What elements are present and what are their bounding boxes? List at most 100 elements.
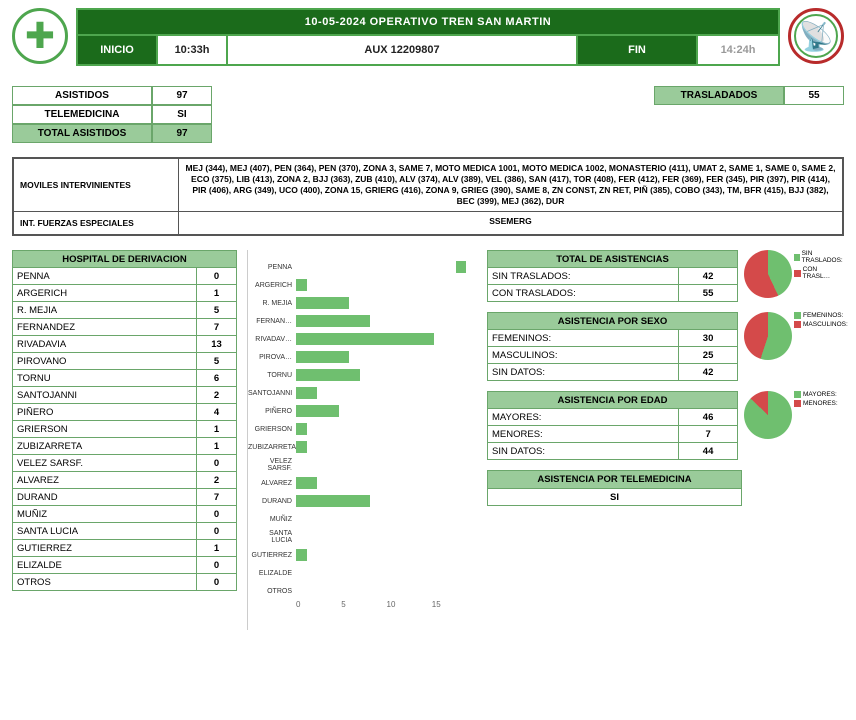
chart-label: DURAND	[248, 498, 296, 505]
header: ✚ 10-05-2024 OPERATIVO TREN SAN MARTIN I…	[12, 8, 844, 66]
table-row: SIN DATOS:42	[488, 364, 738, 381]
chart-label: ARGERICH	[248, 282, 296, 289]
stat-value: 55	[679, 285, 738, 302]
hospital-name: DURAND	[13, 489, 197, 506]
hospital-count: 7	[197, 319, 237, 336]
trasladados-value: 55	[784, 86, 844, 105]
stat-label: SIN TRASLADOS:	[488, 268, 679, 285]
main-grid: HOSPITAL DE DERIVACION PENNA0ARGERICH1R.…	[12, 250, 844, 630]
pie-legend: FEMENINOS: MASCULINOS:	[794, 312, 848, 328]
stat-label: MAYORES:	[488, 409, 679, 426]
pie-chart-icon	[744, 250, 792, 298]
hospital-count: 1	[197, 285, 237, 302]
total-asist-pie: SIN TRASLADOS: CON TRASL…	[744, 250, 844, 298]
legend-item: MASCULINOS:	[794, 321, 848, 328]
chart-bar	[296, 297, 349, 309]
hospital-count: 1	[197, 421, 237, 438]
summary-label: TOTAL ASISTIDOS	[12, 124, 152, 143]
pie-chart-icon	[744, 391, 792, 439]
hospital-count: 0	[197, 574, 237, 591]
table-row: ALVAREZ2	[13, 472, 237, 489]
chart-label: SANTOJANNI	[248, 390, 296, 397]
table-row: MAYORES:46	[488, 409, 738, 426]
hospital-name: SANTOJANNI	[13, 387, 197, 404]
stat-value: 7	[679, 426, 738, 443]
summary-left: ASISTIDOS97TELEMEDICINASITOTAL ASISTIDOS…	[12, 86, 212, 143]
stat-label: CON TRASLADOS:	[488, 285, 679, 302]
emergency-logo-icon: 📡	[788, 8, 844, 64]
hospital-name: ELIZALDE	[13, 557, 197, 574]
fuerzas-text: SSEMERG	[179, 212, 842, 234]
chart-row: PIROVA…	[248, 348, 477, 366]
chart-row: PENNA	[248, 258, 477, 276]
hospital-name: MUÑIZ	[13, 506, 197, 523]
chart-bar	[296, 369, 360, 381]
chart-label: GRIERSON	[248, 426, 296, 433]
summary-row: ASISTIDOS97TELEMEDICINASITOTAL ASISTIDOS…	[12, 86, 844, 143]
right-col: TOTAL DE ASISTENCIAS SIN TRASLADOS:42CON…	[487, 250, 844, 506]
summary-value: 97	[152, 86, 212, 105]
hospital-name: PENNA	[13, 268, 197, 285]
hospital-count: 5	[197, 302, 237, 319]
chart-row: ELIZALDE	[248, 564, 477, 582]
table-row: SIN DATOS:44	[488, 443, 738, 460]
chart-label: PIROVA…	[248, 354, 296, 361]
hospital-count: 7	[197, 489, 237, 506]
table-row: PENNA0	[13, 268, 237, 285]
hospital-title: HOSPITAL DE DERIVACION	[13, 251, 237, 268]
hospital-count: 13	[197, 336, 237, 353]
header-block: 10-05-2024 OPERATIVO TREN SAN MARTIN INI…	[76, 8, 780, 66]
stat-value: 25	[679, 347, 738, 364]
hospital-name: PIÑERO	[13, 404, 197, 421]
table-row: SIN TRASLADOS:42	[488, 268, 738, 285]
hospital-count: 0	[197, 268, 237, 285]
chart-row: ZUBIZARRETA	[248, 438, 477, 456]
table-row: SANTOJANNI2	[13, 387, 237, 404]
summary-label: TELEMEDICINA	[12, 105, 152, 124]
chart-bar	[296, 405, 339, 417]
hospital-chart: PENNAARGERICHR. MEJIAFERNAN…RIVADAV…PIRO…	[247, 250, 477, 630]
chart-row: TORNU	[248, 366, 477, 384]
chart-row: GRIERSON	[248, 420, 477, 438]
chart-row: OTROS	[248, 582, 477, 600]
stat-label: SIN DATOS:	[488, 364, 679, 381]
chart-label: VELEZ SARSF.	[248, 458, 296, 472]
hospital-count: 0	[197, 523, 237, 540]
table-row: MUÑIZ0	[13, 506, 237, 523]
chart-row: SANTA LUCIA	[248, 528, 477, 546]
chart-label: PIÑERO	[248, 408, 296, 415]
edad-pie: MAYORES:MENORES:	[744, 391, 844, 439]
chart-label: TORNU	[248, 372, 296, 379]
hospital-count: 1	[197, 438, 237, 455]
chart-bar	[296, 351, 349, 363]
edad-title: ASISTENCIA POR EDAD	[488, 392, 738, 409]
table-row: PIÑERO4	[13, 404, 237, 421]
chart-bar	[296, 333, 434, 345]
chart-label: R. MEJIA	[248, 300, 296, 307]
total-asist-title: TOTAL DE ASISTENCIAS	[488, 251, 738, 268]
chart-label: ALVAREZ	[248, 480, 296, 487]
chart-row: ARGERICH	[248, 276, 477, 294]
hospital-count: 2	[197, 472, 237, 489]
legend-item: CON TRASL…	[794, 266, 844, 280]
chart-label: RIVADAV…	[248, 336, 296, 343]
hospital-count: 4	[197, 404, 237, 421]
chart-label: MUÑIZ	[248, 516, 296, 523]
stat-value: 30	[679, 330, 738, 347]
stat-value: 46	[679, 409, 738, 426]
hospital-name: GUTIERREZ	[13, 540, 197, 557]
legend-item: SIN TRASLADOS:	[794, 250, 844, 264]
hospital-name: OTROS	[13, 574, 197, 591]
legend-item: MAYORES:	[794, 391, 838, 398]
table-row: CON TRASLADOS:55	[488, 285, 738, 302]
legend-item: FEMENINOS:	[794, 312, 848, 319]
moviles-block: MOVILES INTERVINIENTES MEJ (344), MEJ (4…	[12, 157, 844, 236]
trasladados-label: TRASLADADOS	[654, 86, 784, 105]
hospital-table-col: HOSPITAL DE DERIVACION PENNA0ARGERICH1R.…	[12, 250, 237, 591]
hospital-name: GRIERSON	[13, 421, 197, 438]
title-bar: 10-05-2024 OPERATIVO TREN SAN MARTIN	[78, 10, 778, 36]
sexo-block: ASISTENCIA POR SEXO FEMENINOS:30MASCULIN…	[487, 312, 844, 381]
fin-label: FIN	[578, 36, 698, 64]
hospital-name: VELEZ SARSF.	[13, 455, 197, 472]
chart-row: SANTOJANNI	[248, 384, 477, 402]
